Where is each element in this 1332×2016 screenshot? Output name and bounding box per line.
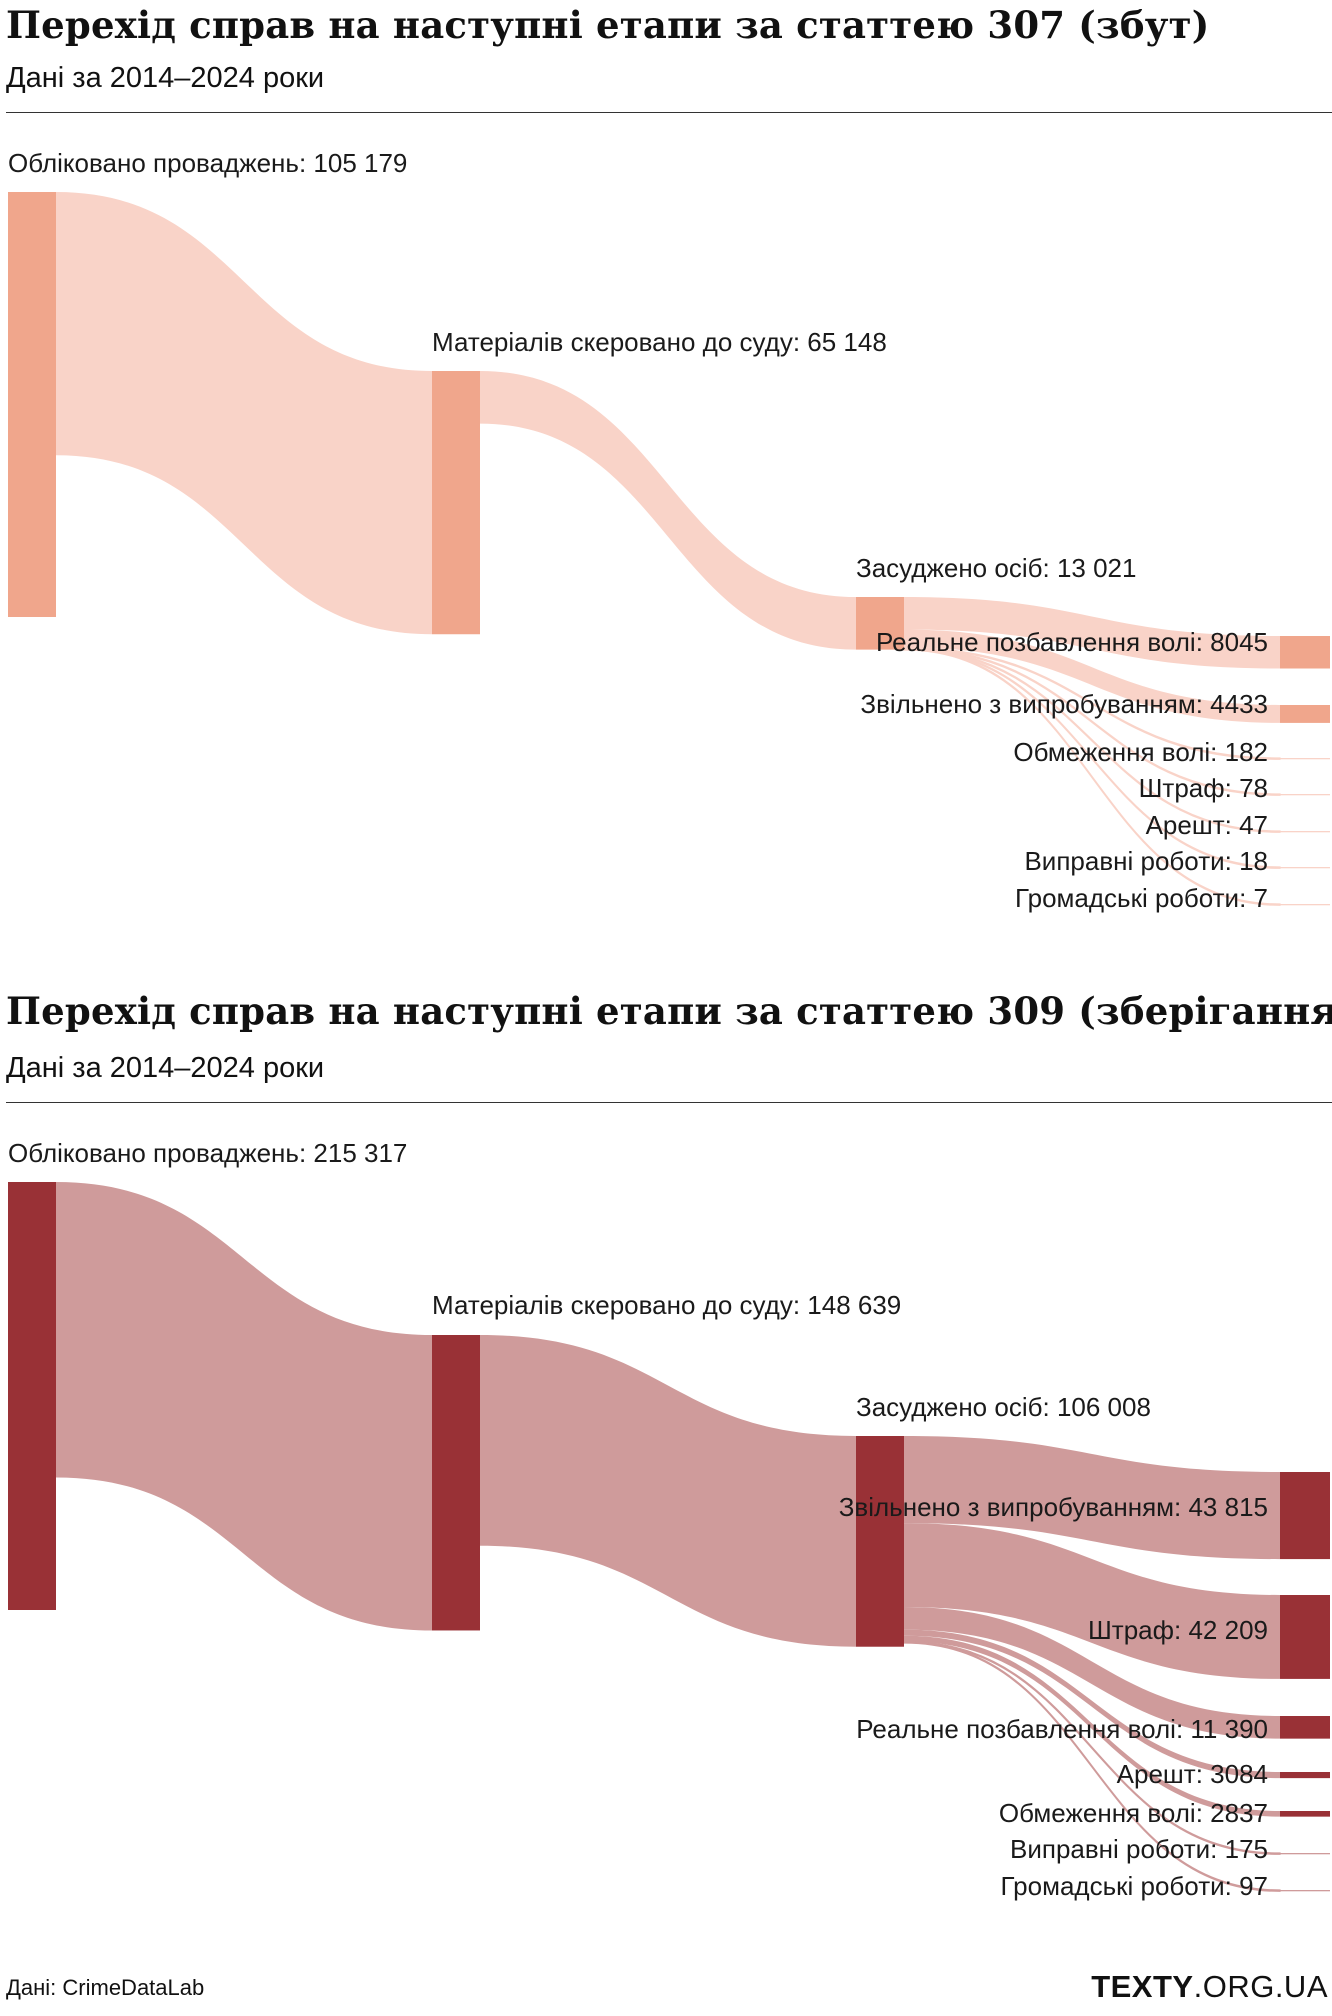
- flow-link-outcome-1: [904, 629, 1280, 723]
- outcome-label-0: Реальне позбавлення волі: 8045: [876, 627, 1268, 657]
- outcome-label-2: Реальне позбавлення волі: 11 390: [856, 1714, 1268, 1744]
- outcome-node-4: [1280, 831, 1330, 833]
- flow-link-outcome-6: [903, 1641, 1281, 1892]
- outcome-label-6: Громадські роботи: 7: [1015, 883, 1268, 913]
- nodes-layer: [8, 192, 1330, 906]
- labels-layer: Обліковано проваджень: 105 179 Матеріалів…: [8, 148, 1268, 913]
- stage-label-0: Обліковано проваджень: 105 179: [8, 148, 407, 178]
- stage-node-0: [8, 1182, 56, 1610]
- flow-link-outcome-5: [903, 1640, 1281, 1855]
- chart1-divider: [6, 112, 1332, 113]
- links-layer: [56, 192, 1281, 906]
- flow-link-outcome-0: [904, 1436, 1280, 1560]
- outcome-node-0: [1280, 1472, 1330, 1560]
- chart2-subtitle: Дані за 2014–2024 роки: [6, 1052, 325, 1084]
- nodes-layer: [8, 1182, 1330, 1892]
- flow-link-outcome-4: [904, 1635, 1280, 1817]
- outcome-label-4: Обмеження волі: 2837: [999, 1798, 1268, 1828]
- outcome-node-5: [1280, 867, 1330, 869]
- stage-label-0: Обліковано проваджень: 215 317: [8, 1138, 407, 1168]
- outcome-node-3: [1280, 794, 1330, 796]
- flow-link-stage-1: [480, 371, 856, 650]
- outcome-label-6: Громадські роботи: 97: [1001, 1871, 1268, 1901]
- outcome-node-1: [1280, 705, 1330, 723]
- outcome-label-3: Арешт: 3084: [1117, 1759, 1268, 1789]
- outcome-label-1: Звільнено з випробуванням: 4433: [860, 689, 1268, 719]
- labels-layer: Обліковано проваджень: 215 317 Матеріалів…: [8, 1138, 1268, 1901]
- flow-link-outcome-3: [904, 1629, 1280, 1779]
- outcome-label-2: Обмеження волі: 182: [1013, 737, 1268, 767]
- outcome-label-4: Арешт: 47: [1146, 810, 1268, 840]
- stage-node-2: [856, 597, 904, 650]
- flow-link-outcome-2: [904, 1606, 1280, 1739]
- outcome-node-4: [1280, 1811, 1330, 1817]
- outcome-node-6: [1280, 904, 1330, 906]
- stage-label-2: Засуджено осіб: 13 021: [856, 553, 1136, 583]
- stage-label-1: Матеріалів скеровано до суду: 148 639: [432, 1290, 901, 1320]
- logo-bold: TEXTY: [1091, 1969, 1194, 2004]
- outcome-node-0: [1280, 636, 1330, 669]
- outcome-label-3: Штраф: 78: [1139, 773, 1268, 803]
- chart2-sankey: Обліковано проваджень: 215 317 Матеріалів…: [8, 1138, 1330, 1901]
- flow-link-outcome-1: [904, 1523, 1280, 1679]
- flow-link-stage-0: [56, 1182, 432, 1631]
- outcome-label-5: Виправні роботи: 175: [1010, 1834, 1268, 1864]
- outcome-label-0: Звільнено з випробуванням: 43 815: [839, 1492, 1268, 1522]
- stage-label-2: Засуджено осіб: 106 008: [856, 1392, 1151, 1422]
- outcome-node-2: [1280, 758, 1330, 760]
- outcome-node-5: [1280, 1853, 1330, 1855]
- outcome-node-3: [1280, 1772, 1330, 1779]
- outcome-node-6: [1280, 1890, 1330, 1892]
- stage-node-2: [856, 1436, 904, 1647]
- chart1-title: Перехід справ на наступні етапи за статт…: [6, 3, 1210, 47]
- source-note: Дані: CrimeDataLab: [6, 1975, 205, 2000]
- stage-label-1: Матеріалів скеровано до суду: 65 148: [432, 327, 887, 357]
- outcome-label-5: Виправні роботи: 18: [1024, 846, 1268, 876]
- chart2-divider: [6, 1102, 1332, 1103]
- logo-rest: .ORG.UA: [1193, 1969, 1328, 2004]
- flow-link-stage-0: [56, 192, 432, 635]
- stage-node-1: [432, 1335, 480, 1631]
- links-layer: [56, 1182, 1281, 1892]
- stage-node-1: [432, 371, 480, 635]
- stage-node-0: [8, 192, 56, 617]
- outcome-node-2: [1280, 1716, 1330, 1739]
- chart1-subtitle: Дані за 2014–2024 роки: [6, 62, 325, 94]
- flow-link-outcome-0: [904, 597, 1280, 669]
- outcome-label-1: Штраф: 42 209: [1088, 1615, 1268, 1645]
- chart2-title: Перехід справ на наступні етапи за статт…: [6, 989, 1332, 1033]
- flow-link-stage-1: [480, 1335, 856, 1647]
- outcome-node-1: [1280, 1595, 1330, 1679]
- chart1-sankey: Обліковано проваджень: 105 179 Матеріалів…: [8, 148, 1330, 913]
- texty-logo[interactable]: TEXTY.ORG.UA: [1091, 1969, 1328, 2005]
